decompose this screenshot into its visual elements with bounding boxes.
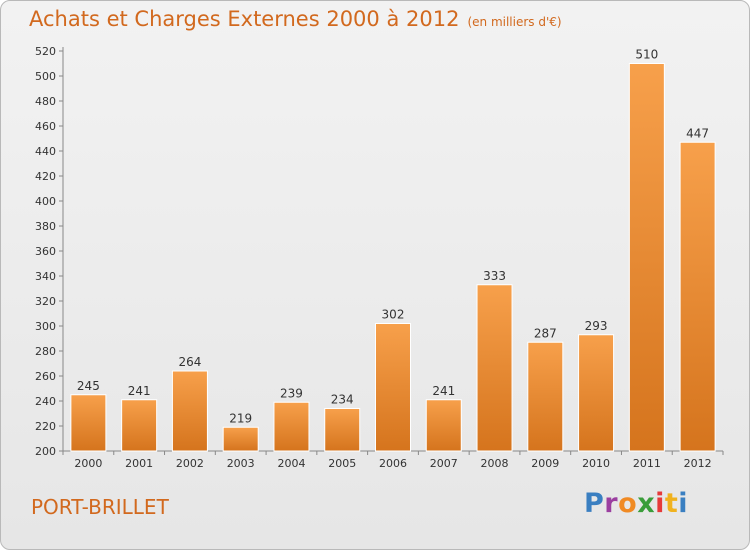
x-tick-label: 2002 bbox=[176, 457, 204, 470]
y-tick-label: 280 bbox=[35, 345, 56, 358]
logo-letter: r bbox=[604, 488, 619, 519]
bar-value-label: 219 bbox=[229, 411, 252, 425]
y-tick-label: 500 bbox=[35, 70, 56, 83]
bar-value-label: 333 bbox=[483, 269, 506, 283]
y-tick-label: 200 bbox=[35, 445, 56, 458]
chart-unit: (en milliers d'€) bbox=[467, 15, 562, 29]
bar-value-label: 302 bbox=[382, 308, 405, 322]
bar bbox=[527, 341, 564, 452]
y-tick-label: 420 bbox=[35, 170, 56, 183]
logo-letter: t bbox=[664, 488, 679, 519]
city-name: PORT-BRILLET bbox=[31, 495, 169, 519]
chart-title: Achats et Charges Externes 2000 à 2012 (e… bbox=[29, 7, 562, 31]
bar bbox=[171, 370, 208, 452]
y-tick-label: 520 bbox=[35, 45, 56, 58]
x-tick-label: 2007 bbox=[430, 457, 458, 470]
x-tick-label: 2011 bbox=[633, 457, 661, 470]
bar bbox=[425, 399, 462, 452]
x-tick-label: 2009 bbox=[531, 457, 559, 470]
chart-axes: 200 220 240 260 280 300 320 340 360 380 400 420 440 4… bbox=[35, 45, 724, 470]
bar bbox=[628, 63, 665, 452]
bar bbox=[679, 141, 716, 452]
bar-value-label: 234 bbox=[331, 393, 354, 407]
bar bbox=[70, 394, 107, 452]
y-tick-label: 260 bbox=[35, 370, 56, 383]
bar-value-label: 241 bbox=[128, 384, 151, 398]
chart-bars bbox=[70, 63, 716, 452]
bar-value-label: 264 bbox=[178, 355, 201, 369]
x-tick-label: 2008 bbox=[481, 457, 509, 470]
bar-value-label: 287 bbox=[534, 326, 557, 340]
bar bbox=[375, 323, 411, 452]
bar bbox=[273, 401, 310, 452]
y-tick-label: 220 bbox=[35, 420, 56, 433]
proxiti-logo[interactable]: Proxiti bbox=[584, 488, 688, 519]
bar-value-label: 510 bbox=[635, 48, 658, 62]
bar bbox=[578, 334, 615, 452]
x-tick-label: 2012 bbox=[684, 457, 712, 470]
y-tick-label: 340 bbox=[35, 270, 56, 283]
bar-value-label: 245 bbox=[77, 379, 100, 393]
x-tick-label: 2000 bbox=[74, 457, 102, 470]
y-tick-label: 460 bbox=[35, 120, 56, 133]
bar-value-label: 239 bbox=[280, 386, 303, 400]
y-tick-label: 400 bbox=[35, 195, 56, 208]
y-tick-label: 300 bbox=[35, 320, 56, 333]
x-tick-label: 2005 bbox=[328, 457, 356, 470]
chart-title-text: Achats et Charges Externes 2000 à 2012 bbox=[29, 7, 460, 31]
y-tick-label: 360 bbox=[35, 245, 56, 258]
y-tick-label: 440 bbox=[35, 145, 56, 158]
bar-value-label: 241 bbox=[432, 384, 455, 398]
logo-letter: x bbox=[637, 488, 656, 519]
logo-letter: i bbox=[655, 488, 665, 519]
x-tick-label: 2004 bbox=[277, 457, 305, 470]
y-tick-label: 240 bbox=[35, 395, 56, 408]
logo-letter: P bbox=[584, 488, 605, 519]
bar-value-label: 293 bbox=[585, 319, 608, 333]
logo-letter: o bbox=[618, 488, 638, 519]
bar bbox=[324, 408, 361, 452]
x-tick-label: 2010 bbox=[582, 457, 610, 470]
x-tick-label: 2001 bbox=[125, 457, 153, 470]
y-tick-label: 480 bbox=[35, 95, 56, 108]
bar bbox=[476, 284, 513, 452]
chart-data-labels: 245 241 264 219 239 234 302 241 333 287 293 510 447 bbox=[77, 48, 709, 426]
y-tick-label: 380 bbox=[35, 220, 56, 233]
y-tick-label: 320 bbox=[35, 295, 56, 308]
bar bbox=[121, 399, 158, 452]
bar-value-label: 447 bbox=[686, 126, 709, 140]
logo-letter: i bbox=[678, 488, 689, 519]
bar bbox=[222, 426, 259, 452]
x-tick-label: 2006 bbox=[379, 457, 407, 470]
x-tick-label: 2003 bbox=[227, 457, 255, 470]
